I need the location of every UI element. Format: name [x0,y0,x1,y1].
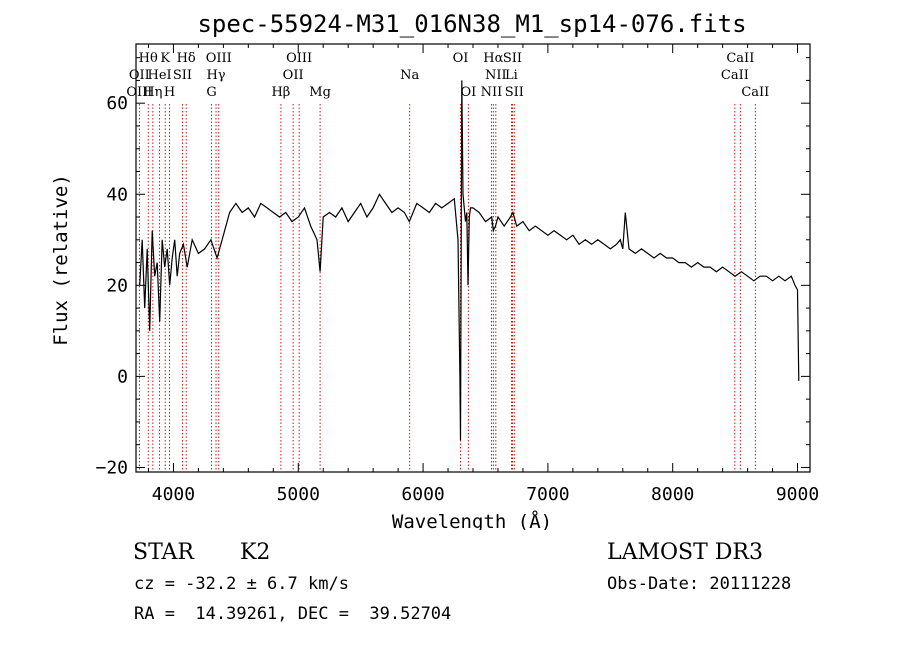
line-id-label: CaII [741,85,769,100]
line-id-label: H [164,85,175,100]
x-tick-label: 6000 [401,484,444,505]
line-id-label: Hβ [271,85,290,100]
line-markers [138,104,756,472]
line-id-labels: Hθ OII OIII K HeI Hη Hδ SII H OIII Hγ G OIII OII Hβ Mg N… [126,51,769,100]
line-id-label: K [160,51,170,66]
line-id-label: G [206,85,216,100]
line-id-label: Li [505,68,518,83]
y-axis-label: Flux (relative) [50,174,72,346]
line-id-label: OIII [286,51,312,66]
x-tick-label: 5000 [277,484,320,505]
x-tick-label: 9000 [776,484,819,505]
object-class: STAR [133,540,194,565]
spectrum-line [139,80,800,441]
line-id-label: CaII [721,68,749,83]
x-ticks: 4000 5000 6000 7000 8000 9000 [147,44,819,505]
line-id-label: HeI [148,68,172,83]
plot-frame [135,43,811,473]
line-id-label: NII [481,85,503,100]
redshift-info: cz = -32.2 ± 6.7 km/s [134,574,349,594]
y-tick-label: 0 [117,366,128,387]
y-tick-label: 40 [106,184,128,205]
y-ticks: −20 0 20 40 60 [95,57,810,478]
line-id-label: Hθ [139,51,158,66]
line-id-label: OI [453,51,469,66]
line-id-label: NII [485,68,507,83]
spectrum-chart: spec-55924-M31_016N38_M1_sp14-076.fits H… [50,10,819,530]
y-tick-label: 60 [106,93,128,114]
survey-label: LAMOST DR3 [607,540,763,565]
ra-dec-info: RA = 14.39261, DEC = 39.52704 [134,604,452,624]
line-id-label: SII [173,68,192,83]
line-id-label: OIII [206,51,232,66]
line-id-label: Na [400,68,419,83]
line-id-label: Hα [483,51,503,66]
x-tick-label: 8000 [651,484,694,505]
line-id-label: Hγ [206,68,225,83]
object-subclass: K2 [240,540,271,565]
line-id-label: Mg [309,85,331,100]
obs-date: Obs-Date: 20111228 [607,574,792,594]
line-id-label: CaII [726,51,754,66]
x-tick-label: 7000 [526,484,569,505]
x-axis-label: Wavelength (Å) [392,510,552,530]
line-id-label: OI [460,85,476,100]
chart-title: spec-55924-M31_016N38_M1_sp14-076.fits [197,10,746,38]
line-id-label: OIII [126,85,152,100]
y-tick-label: −20 [95,457,128,478]
y-tick-label: 20 [106,275,128,296]
line-id-label: Hδ [177,51,196,66]
line-id-label: Hη [143,85,162,100]
line-id-label: SII [505,85,524,100]
line-id-label: OII [283,68,304,83]
line-id-label: SII [503,51,522,66]
line-id-label: OII [129,68,150,83]
x-tick-label: 4000 [152,484,195,505]
